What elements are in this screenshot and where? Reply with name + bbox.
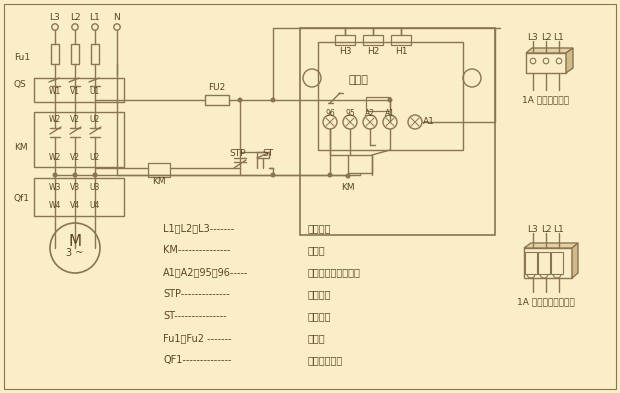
Text: H3: H3 — [339, 48, 352, 57]
Text: KM: KM — [341, 184, 355, 193]
Text: 1A 以下各相三次穿心: 1A 以下各相三次穿心 — [517, 298, 575, 307]
Polygon shape — [572, 243, 578, 278]
Circle shape — [238, 98, 242, 102]
Bar — [525, 252, 537, 274]
Text: L1: L1 — [554, 33, 564, 42]
Text: Fu1: Fu1 — [14, 53, 30, 62]
Circle shape — [73, 173, 77, 177]
Circle shape — [346, 174, 350, 178]
Text: V2: V2 — [70, 154, 80, 162]
Text: 3 ~: 3 ~ — [66, 248, 84, 258]
Text: 1A 以上一次穿心: 1A 以上一次穿心 — [523, 95, 570, 105]
Text: L3: L3 — [528, 33, 538, 42]
Text: W1: W1 — [49, 86, 61, 95]
Bar — [34, 178, 124, 216]
Bar — [300, 28, 495, 235]
Text: L1: L1 — [90, 13, 100, 22]
Text: V2: V2 — [70, 116, 80, 125]
Circle shape — [53, 173, 57, 177]
Bar — [335, 35, 355, 45]
Circle shape — [271, 173, 275, 177]
Text: 燔断器: 燔断器 — [308, 333, 326, 343]
Text: L3: L3 — [50, 13, 60, 22]
Text: U2: U2 — [90, 154, 100, 162]
Bar — [148, 163, 170, 177]
Text: FU2: FU2 — [208, 83, 226, 92]
Text: A1: A1 — [423, 118, 435, 127]
Bar — [71, 44, 79, 64]
Text: L1: L1 — [554, 226, 564, 235]
Text: U3: U3 — [90, 184, 100, 193]
Bar — [526, 53, 566, 73]
Bar — [34, 78, 124, 102]
Polygon shape — [524, 243, 578, 248]
Text: KM: KM — [14, 143, 28, 152]
Text: Qf1: Qf1 — [14, 193, 30, 202]
Text: L2: L2 — [69, 13, 81, 22]
Bar — [538, 252, 550, 274]
Text: STP: STP — [230, 149, 246, 158]
Text: W2: W2 — [49, 154, 61, 162]
Circle shape — [93, 173, 97, 177]
Text: 电动机保护器: 电动机保护器 — [308, 355, 343, 365]
Text: L1、L2、L3-------: L1、L2、L3------- — [163, 223, 234, 233]
Text: 停止按鈕: 停止按鈕 — [308, 289, 332, 299]
Text: W4: W4 — [49, 200, 61, 209]
Bar — [205, 95, 229, 105]
Text: ST: ST — [262, 149, 273, 158]
Text: KM---------------: KM--------------- — [163, 245, 231, 255]
Text: 95: 95 — [345, 108, 355, 118]
Text: M: M — [68, 235, 82, 250]
Text: L3: L3 — [528, 226, 538, 235]
Text: ST---------------: ST--------------- — [163, 311, 227, 321]
Bar — [34, 112, 124, 167]
Text: V4: V4 — [70, 200, 80, 209]
Circle shape — [271, 98, 275, 102]
Text: A2: A2 — [365, 108, 375, 118]
Text: W2: W2 — [49, 116, 61, 125]
Text: U2: U2 — [90, 116, 100, 125]
Text: L2: L2 — [541, 226, 551, 235]
Text: STP--------------: STP-------------- — [163, 289, 230, 299]
Bar — [318, 42, 463, 150]
Text: 保护器: 保护器 — [348, 75, 368, 85]
Bar — [363, 35, 383, 45]
Text: 保护器接线端子号码: 保护器接线端子号码 — [308, 267, 361, 277]
Text: V1: V1 — [70, 86, 80, 95]
Text: L2: L2 — [541, 33, 551, 42]
Text: U1: U1 — [90, 86, 100, 95]
Text: QF1--------------: QF1-------------- — [163, 355, 231, 365]
Polygon shape — [566, 48, 573, 73]
Text: 启动按鈕: 启动按鈕 — [308, 311, 332, 321]
Bar — [366, 97, 390, 111]
Text: Fu1、Fu2 -------: Fu1、Fu2 ------- — [163, 333, 232, 343]
Text: V3: V3 — [70, 184, 80, 193]
Bar — [348, 155, 372, 173]
Bar — [551, 252, 563, 274]
Bar — [91, 44, 99, 64]
Circle shape — [388, 98, 392, 102]
Text: H1: H1 — [395, 48, 407, 57]
Text: 三相电源: 三相电源 — [308, 223, 332, 233]
Text: KM: KM — [152, 178, 166, 187]
Text: QS: QS — [14, 81, 27, 90]
Text: H2: H2 — [367, 48, 379, 57]
Circle shape — [328, 173, 332, 177]
Text: A1: A1 — [385, 108, 395, 118]
Bar — [524, 248, 572, 278]
Text: 96: 96 — [325, 108, 335, 118]
Bar — [51, 44, 59, 64]
Bar — [391, 35, 411, 45]
Text: 接触器: 接触器 — [308, 245, 326, 255]
Text: A1、A2、95、96-----: A1、A2、95、96----- — [163, 267, 249, 277]
Polygon shape — [526, 48, 573, 53]
Text: W3: W3 — [49, 184, 61, 193]
Text: N: N — [113, 13, 120, 22]
Text: U4: U4 — [90, 200, 100, 209]
